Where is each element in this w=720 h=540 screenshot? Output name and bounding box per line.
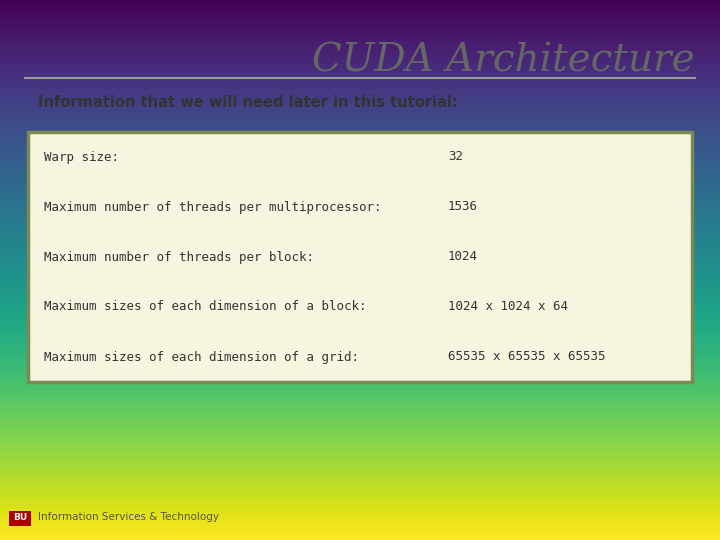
Text: 32: 32 xyxy=(448,151,463,164)
Text: Maximum sizes of each dimension of a block:: Maximum sizes of each dimension of a blo… xyxy=(44,300,366,314)
Text: Information that we will need later in this tutorial:: Information that we will need later in t… xyxy=(38,95,458,110)
Text: Maximum number of threads per multiprocessor:: Maximum number of threads per multiproce… xyxy=(44,200,382,213)
Text: Warp size:: Warp size: xyxy=(44,151,119,164)
FancyBboxPatch shape xyxy=(9,511,31,526)
Text: CUDA Architecture: CUDA Architecture xyxy=(312,43,695,80)
FancyBboxPatch shape xyxy=(28,132,692,382)
Text: 1024 x 1024 x 64: 1024 x 1024 x 64 xyxy=(448,300,568,314)
Text: Information Services & Technology: Information Services & Technology xyxy=(38,512,219,523)
Text: 65535 x 65535 x 65535: 65535 x 65535 x 65535 xyxy=(448,350,606,363)
Text: Maximum number of threads per block:: Maximum number of threads per block: xyxy=(44,251,314,264)
Text: BU: BU xyxy=(13,513,27,522)
Text: 1536: 1536 xyxy=(448,200,478,213)
Text: Maximum sizes of each dimension of a grid:: Maximum sizes of each dimension of a gri… xyxy=(44,350,359,363)
Text: 1024: 1024 xyxy=(448,251,478,264)
